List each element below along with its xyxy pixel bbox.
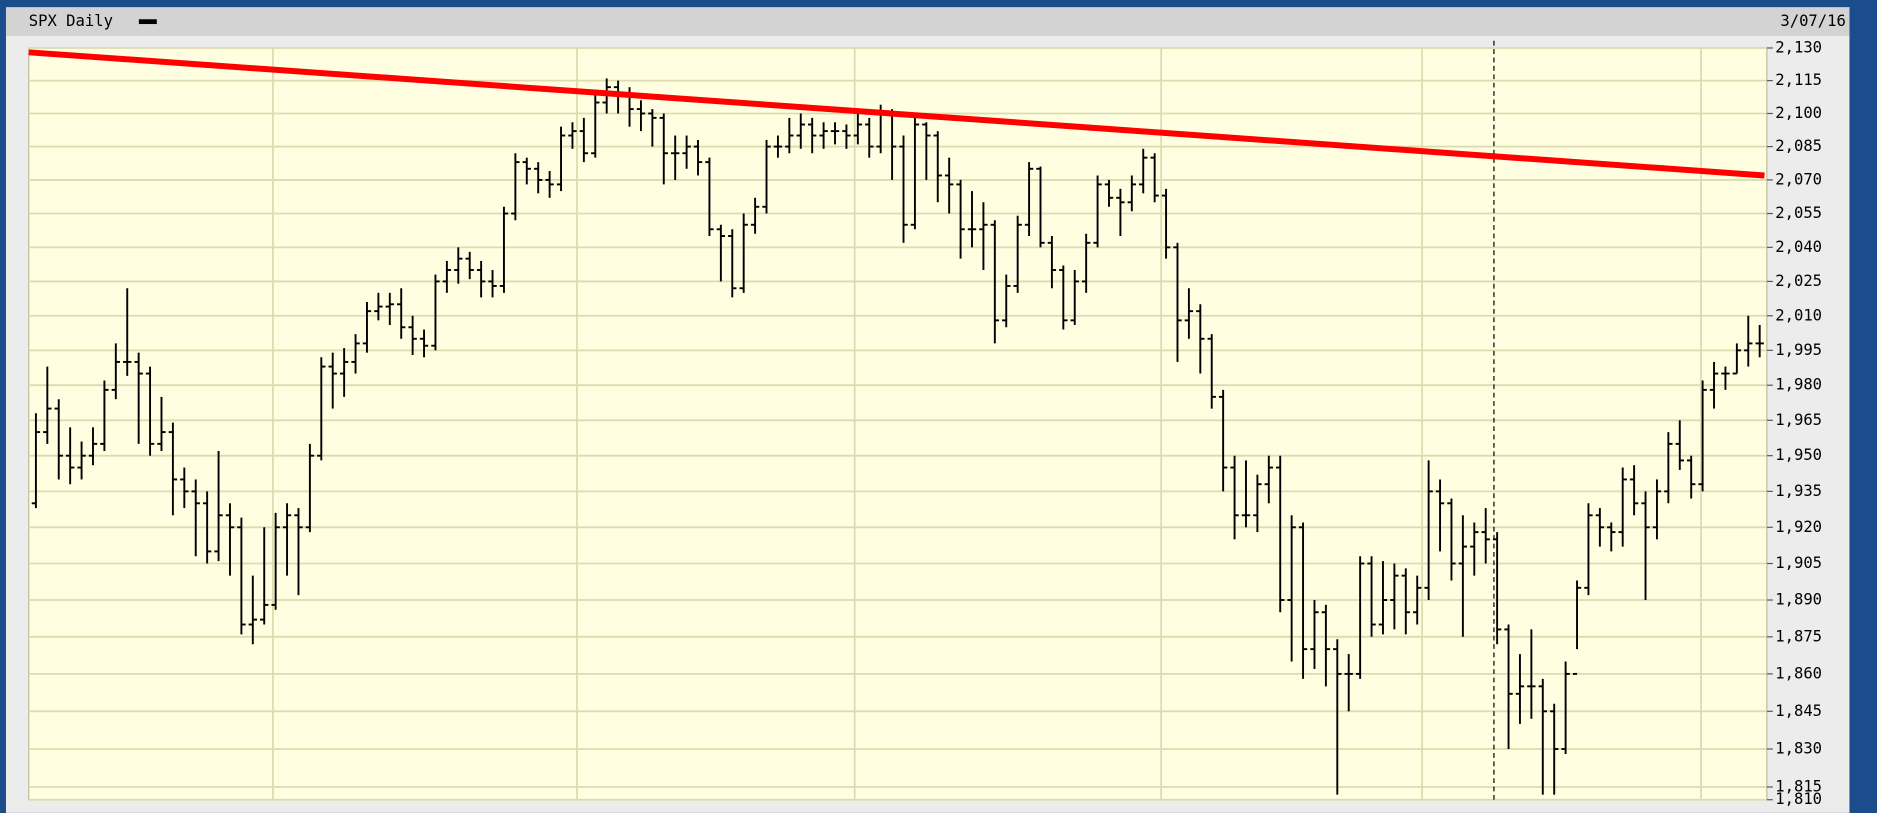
header: [5, 7, 1850, 37]
y-tick-label: 2,085: [1775, 137, 1822, 155]
y-tick-label: 1,890: [1775, 591, 1822, 609]
y-tick-label: 1,965: [1775, 411, 1822, 429]
y-tick-label: 1,905: [1775, 554, 1822, 572]
y-tick-label: 2,025: [1775, 272, 1822, 290]
y-tick-label: 2,040: [1775, 238, 1822, 256]
y-tick-label: 1,995: [1775, 341, 1822, 359]
y-tick-label: 1,920: [1775, 518, 1822, 536]
date-label: 3/07/16: [1780, 12, 1846, 30]
y-tick-label: 2,130: [1775, 38, 1822, 56]
y-tick-label: 2,100: [1775, 104, 1822, 122]
plot-area: [28, 47, 1768, 801]
y-tick-label: 1,935: [1775, 482, 1822, 500]
y-tick-label: 1,860: [1775, 664, 1822, 682]
y-tick-label: 1,810: [1775, 790, 1822, 808]
y-tick-label: 1,830: [1775, 739, 1822, 757]
y-tick-label: 2,070: [1775, 170, 1822, 188]
y-tick-label: 1,875: [1775, 627, 1822, 645]
legend-swatch: [138, 19, 157, 25]
y-tick-label: 2,115: [1775, 71, 1822, 89]
y-tick-label: 1,950: [1775, 446, 1822, 464]
chart-title: SPX Daily: [29, 12, 113, 30]
y-tick-label: 2,055: [1775, 204, 1822, 222]
y-tick-label: 1,980: [1775, 376, 1822, 394]
trendline: [28, 49, 1765, 179]
y-tick-label: 2,010: [1775, 306, 1822, 324]
y-tick-label: 1,845: [1775, 702, 1822, 720]
y-tick-label: 1,815: [1775, 777, 1822, 795]
